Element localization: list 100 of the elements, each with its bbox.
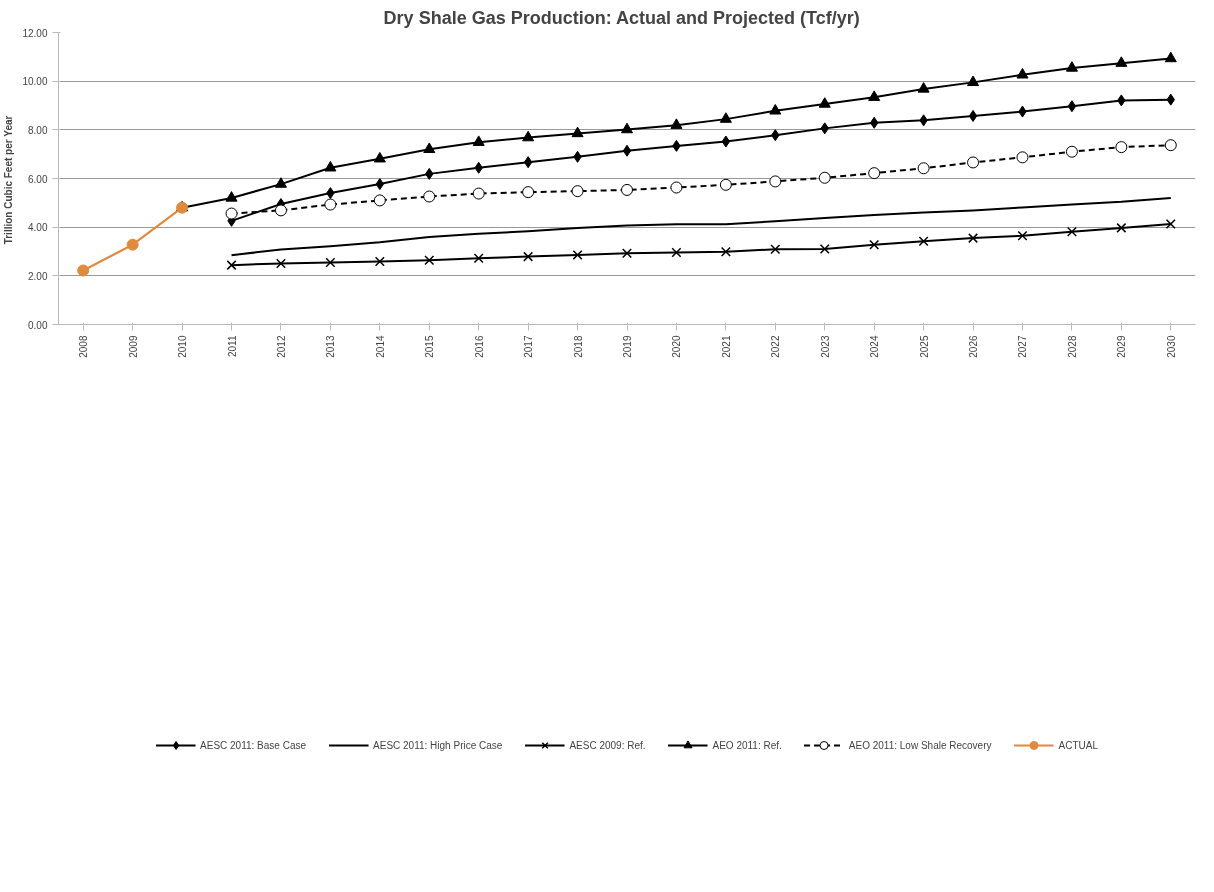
point (721, 135, 731, 148)
x-tick-label: 2030 (1165, 335, 1177, 358)
point (522, 186, 535, 199)
x-tick-label: 2025 (918, 335, 930, 358)
point (719, 112, 732, 123)
point (226, 260, 237, 271)
point (670, 181, 683, 194)
x-tick-label: 2012 (275, 335, 287, 358)
point (373, 151, 386, 163)
point (869, 239, 880, 250)
legend-label: AEO 2011: Low Shale Recovery (848, 739, 992, 751)
point (719, 178, 732, 191)
point (225, 191, 238, 202)
point (1164, 139, 1177, 152)
point (472, 135, 485, 146)
point (968, 233, 979, 244)
point (769, 104, 782, 115)
point (769, 175, 782, 188)
point (473, 253, 484, 264)
point (819, 244, 830, 255)
point (1165, 219, 1176, 229)
point (77, 264, 90, 277)
x-tick-label: 2028 (1066, 335, 1078, 358)
point (325, 257, 336, 268)
point (720, 246, 731, 257)
legend-label: AESC 2011: High Price Case (373, 739, 503, 751)
point (868, 167, 881, 180)
x-tick-label: 2021 (720, 335, 732, 358)
legend-label: AESC 2011: Base Case (200, 739, 307, 751)
point (917, 162, 930, 175)
x-tick-label: 2022 (770, 335, 782, 358)
x-tick-label: 2013 (325, 335, 337, 358)
point (324, 198, 337, 211)
point (1017, 230, 1028, 241)
point (423, 142, 436, 153)
point (571, 185, 584, 198)
point (818, 97, 831, 108)
y-tick-label: 6.00 (28, 173, 48, 185)
point (523, 156, 533, 169)
x-tick-label: 2008 (78, 335, 90, 358)
point (1115, 141, 1128, 154)
point (225, 207, 238, 220)
x-tick-label: 2017 (523, 335, 535, 358)
point (622, 144, 632, 157)
chart-title: Dry Shale Gas Production: Actual and Projected (Tcf/yr) (383, 7, 860, 28)
x-tick-label: 2027 (1017, 335, 1029, 358)
point (967, 75, 980, 87)
y-tick-label: 4.00 (28, 222, 48, 234)
point (423, 190, 436, 203)
point (868, 90, 881, 101)
point (1067, 100, 1077, 113)
point (818, 171, 831, 184)
y-tick-label: 10.00 (22, 76, 48, 88)
point (126, 238, 139, 251)
point (1164, 51, 1177, 63)
x-tick-label: 2024 (869, 335, 881, 358)
x-tick-label: 2014 (374, 335, 386, 358)
point (274, 204, 287, 217)
x-tick-label: 2019 (622, 335, 633, 358)
x-tick-label: 2026 (968, 335, 980, 358)
point (324, 160, 337, 172)
point (1016, 67, 1029, 79)
y-tick-label: 0.00 (28, 319, 48, 331)
point (1116, 222, 1127, 233)
point (967, 156, 980, 169)
point (523, 251, 534, 262)
point (1066, 226, 1077, 237)
point (571, 126, 584, 138)
x-tick-label: 2018 (572, 335, 584, 358)
point (1065, 61, 1078, 72)
point (918, 236, 929, 247)
x-tick-label: 2016 (473, 335, 485, 358)
x-tick-label: 2009 (127, 335, 139, 358)
point (917, 82, 930, 93)
legend-label: AEO 2011: Ref. (712, 739, 782, 751)
line-series (230, 196, 1172, 257)
point (770, 244, 781, 255)
legend-label: AESC 2009: Ref. (569, 739, 646, 751)
point (274, 177, 287, 188)
point (1016, 151, 1029, 164)
y-axis-title: Trillion Cubic Feet per Year (3, 115, 15, 245)
point (968, 109, 978, 122)
legend-label: ACTUAL (1058, 739, 1098, 751)
point (522, 130, 535, 142)
point (621, 183, 633, 196)
point (572, 249, 583, 260)
point (1065, 145, 1078, 158)
x-tick-label: 2029 (1116, 335, 1128, 358)
point (373, 194, 386, 207)
x-tick-label: 2011 (226, 335, 238, 357)
point (275, 258, 286, 269)
x-tick-label: 2010 (177, 335, 189, 358)
point (424, 255, 435, 266)
point (374, 256, 385, 267)
point (472, 187, 485, 200)
y-tick-label: 12.00 (22, 27, 48, 39)
y-tick-label: 2.00 (28, 270, 48, 282)
x-tick-label: 2020 (671, 335, 683, 358)
x-tick-label: 2023 (819, 335, 831, 358)
y-tick-label: 8.00 (28, 124, 48, 136)
